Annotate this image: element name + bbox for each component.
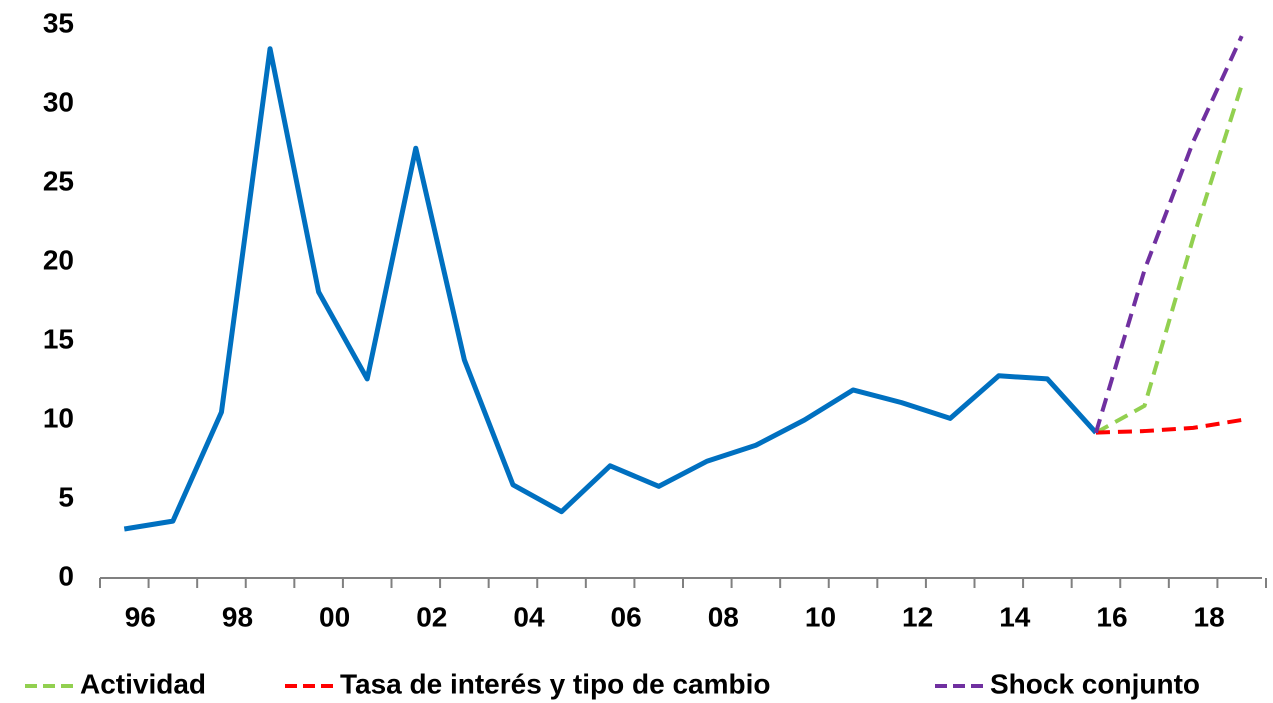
y-tick-label: 20 <box>43 244 74 275</box>
y-tick-label: 10 <box>43 402 74 433</box>
y-tick-label: 5 <box>58 481 74 512</box>
y-tick-label: 35 <box>43 7 74 38</box>
y-tick-label: 0 <box>58 560 74 591</box>
x-tick-label: 00 <box>319 601 350 632</box>
legend-label: Shock conjunto <box>990 668 1200 699</box>
legend-label: Tasa de interés y tipo de cambio <box>340 668 771 699</box>
y-tick-label: 15 <box>43 323 74 354</box>
x-tick-label: 04 <box>513 601 545 632</box>
x-tick-label: 96 <box>125 601 156 632</box>
x-tick-label: 16 <box>1096 601 1127 632</box>
y-tick-label: 25 <box>43 165 74 196</box>
series-line <box>1095 418 1243 435</box>
x-tick-label: 98 <box>222 601 253 632</box>
series-line <box>1094 35 1244 434</box>
legend-label: Actividad <box>80 668 206 699</box>
y-tick-label: 30 <box>43 86 74 117</box>
x-tick-label: 14 <box>999 601 1031 632</box>
x-tick-label: 08 <box>708 601 739 632</box>
x-tick-label: 12 <box>902 601 933 632</box>
x-tick-label: 02 <box>416 601 447 632</box>
series-line <box>123 46 1098 532</box>
x-tick-label: 10 <box>805 601 836 632</box>
x-tick-label: 06 <box>611 601 642 632</box>
x-tick-label: 18 <box>1194 601 1225 632</box>
series-line <box>1094 84 1244 435</box>
